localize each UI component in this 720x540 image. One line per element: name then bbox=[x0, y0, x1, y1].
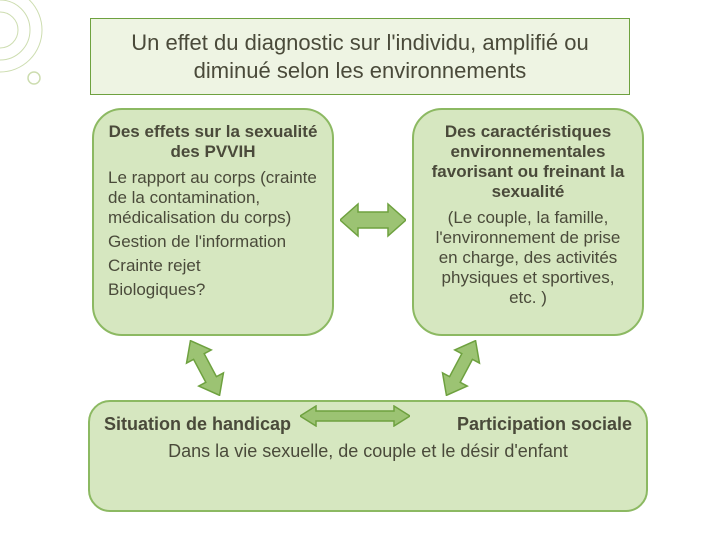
left-box-line: Biologiques? bbox=[108, 280, 318, 300]
left-box-heading: Des effets sur la sexualité des PVVIH bbox=[108, 122, 318, 162]
bottom-text: Dans la vie sexuelle, de couple et le dé… bbox=[104, 441, 632, 462]
deco-circles bbox=[0, 0, 60, 100]
arrow-left-right-top bbox=[340, 200, 406, 240]
box-environment-characteristics: Des caractéristiques environnementales f… bbox=[412, 108, 644, 336]
title-box: Un effet du diagnostic sur l'individu, a… bbox=[90, 18, 630, 95]
right-box-heading: Des caractéristiques environnementales f… bbox=[428, 122, 628, 202]
bottom-right-label: Participation sociale bbox=[457, 414, 632, 435]
arrow-diag-left bbox=[182, 340, 228, 396]
right-box-body: (Le couple, la famille, l'environnement … bbox=[428, 208, 628, 308]
left-box-line: Crainte rejet bbox=[108, 256, 318, 276]
arrow-left-right-bottom bbox=[300, 405, 410, 427]
box-effects-sexuality: Des effets sur la sexualité des PVVIH Le… bbox=[92, 108, 334, 336]
left-box-line: Gestion de l'information bbox=[108, 232, 318, 252]
left-box-line: Le rapport au corps (crainte de la conta… bbox=[108, 168, 318, 228]
arrow-diag-right bbox=[438, 340, 484, 396]
bottom-left-label: Situation de handicap bbox=[104, 414, 291, 435]
